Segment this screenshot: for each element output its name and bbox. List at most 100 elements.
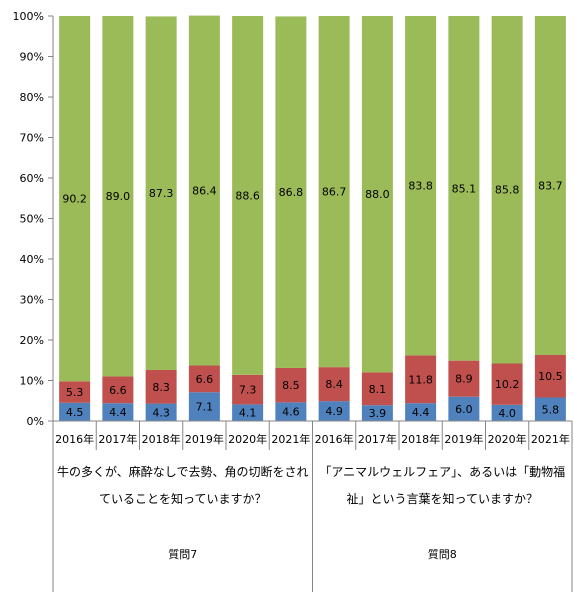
- y-tick-label: 100%: [13, 10, 44, 23]
- bar-segment: [491, 363, 523, 405]
- data-label: 11.8: [408, 373, 433, 386]
- x-tick-label: 2021年: [531, 432, 570, 446]
- data-label: 85.8: [495, 184, 520, 197]
- bar-segment: [102, 16, 134, 377]
- data-label: 4.5: [66, 406, 84, 419]
- data-label: 6.0: [455, 403, 473, 416]
- y-tick-label: 40%: [20, 253, 44, 266]
- bar-segment: [361, 405, 393, 421]
- bars: [59, 15, 566, 421]
- data-label: 6.6: [109, 384, 127, 397]
- x-tick-label: 2020年: [228, 432, 267, 446]
- group-text-line-1: 牛の多くが、麻酔なしで去勢、角の切断をされ: [57, 464, 308, 479]
- bar-segment: [318, 16, 350, 368]
- y-tick-label: 60%: [20, 172, 44, 185]
- data-label: 86.7: [322, 186, 347, 199]
- data-label: 3.9: [369, 407, 387, 420]
- y-tick-label: 80%: [20, 91, 44, 104]
- bar-segment: [188, 15, 220, 366]
- data-label: 5.8: [542, 403, 560, 416]
- data-label: 88.6: [235, 189, 260, 202]
- data-label: 10.2: [495, 378, 520, 391]
- x-tick-label: 2016年: [315, 432, 354, 446]
- bar-segment: [361, 372, 393, 406]
- bar-segment: [405, 355, 437, 404]
- bar-segment: [275, 367, 307, 403]
- data-label: 87.3: [149, 187, 174, 200]
- y-tick-label: 30%: [20, 294, 44, 307]
- bar-segment: [232, 374, 264, 405]
- data-label: 10.5: [538, 370, 563, 383]
- bar-segment: [232, 16, 264, 375]
- bar-segment: [59, 402, 91, 421]
- x-tick-label: 2021年: [271, 432, 310, 446]
- bar-segment: [275, 16, 307, 368]
- bar-segment: [145, 16, 177, 370]
- y-tick-label: 0%: [27, 415, 44, 428]
- x-tick-label: 2020年: [488, 432, 527, 446]
- x-tick-label: 2019年: [444, 432, 483, 446]
- group-text-line-1: 「アニマルウェルフェア」、あるいは「動物福: [319, 464, 565, 479]
- group-text-line-2: 祉」という言葉を知っていますか？: [347, 492, 538, 506]
- bar-segment: [405, 403, 437, 421]
- data-label: 88.0: [365, 188, 390, 201]
- x-tick-label: 2018年: [401, 432, 440, 446]
- bar-segment: [448, 360, 480, 397]
- data-labels: 4.5 4.4 4.3 7.1 4.1 4.6 4.9 3.9 4.4 6.0 4.0 5.8 5.3 6…: [62, 179, 562, 420]
- data-label: 7.1: [196, 401, 214, 414]
- data-label: 8.5: [282, 379, 300, 392]
- group-name: 質問8: [428, 547, 457, 561]
- data-label: 6.6: [196, 373, 214, 386]
- bar-segment: [448, 396, 480, 421]
- x-tick-label: 2016年: [55, 432, 94, 446]
- y-tick-label: 10%: [20, 375, 44, 388]
- bar-segment: [534, 354, 566, 398]
- x-tick-label: 2019年: [185, 432, 224, 446]
- y-tick-label: 70%: [20, 132, 44, 145]
- bar-segment: [491, 404, 523, 421]
- bar-segment: [102, 403, 134, 421]
- data-label: 4.0: [498, 407, 516, 420]
- x-tick-label: 2017年: [358, 432, 397, 446]
- data-label: 4.4: [412, 406, 430, 419]
- bar-segment: [145, 369, 177, 404]
- bar-segment: [318, 401, 350, 421]
- bar-segment: [491, 16, 523, 364]
- bar-segment: [534, 397, 566, 421]
- group-text-line-2: ていることを知っていますか？: [99, 492, 266, 506]
- x-tick-label: 2017年: [98, 432, 137, 446]
- data-label: 5.3: [66, 386, 84, 399]
- bar-segment: [145, 403, 177, 421]
- data-label: 86.8: [279, 186, 304, 199]
- bar-segment: [448, 16, 480, 361]
- bar-segment: [534, 16, 566, 355]
- bar-segment: [318, 367, 350, 402]
- bar-segment: [59, 16, 91, 382]
- bar-segment: [102, 376, 134, 404]
- data-label: 89.0: [106, 190, 131, 203]
- bar-segment: [59, 381, 91, 403]
- data-label: 83.7: [538, 179, 563, 192]
- data-label: 8.3: [152, 381, 170, 394]
- data-label: 4.1: [239, 407, 257, 420]
- data-label: 85.1: [452, 182, 477, 195]
- bar-segment: [361, 16, 393, 373]
- bar-segment: [275, 402, 307, 421]
- data-label: 4.9: [325, 405, 343, 418]
- y-tick-label: 50%: [20, 213, 44, 226]
- data-label: 8.4: [325, 378, 343, 391]
- bar-segment: [405, 16, 437, 356]
- data-label: 8.1: [369, 383, 387, 396]
- y-tick-label: 90%: [20, 51, 44, 64]
- x-tick-label: 2018年: [142, 432, 181, 446]
- bar-segment: [188, 392, 220, 421]
- data-label: 4.3: [152, 406, 170, 419]
- group-name: 質問7: [168, 547, 197, 561]
- y-axis: 0% 10% 20% 30% 40% 50% 60% 70% 80% 90% 100%: [13, 10, 54, 428]
- data-label: 86.4: [192, 185, 217, 198]
- data-label: 4.6: [282, 406, 300, 419]
- data-label: 83.8: [408, 180, 433, 193]
- data-label: 7.3: [239, 384, 257, 397]
